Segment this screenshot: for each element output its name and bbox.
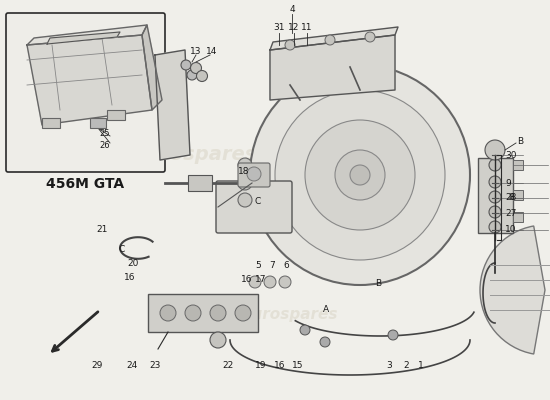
Text: 9: 9 — [505, 178, 511, 188]
Text: 31: 31 — [273, 24, 285, 32]
Text: 17: 17 — [255, 276, 267, 284]
Circle shape — [489, 191, 501, 203]
Text: eurospares: eurospares — [242, 308, 338, 322]
Text: B: B — [517, 136, 523, 146]
Text: C: C — [119, 246, 125, 254]
Text: 24: 24 — [126, 360, 138, 370]
Text: 11: 11 — [301, 24, 313, 32]
Text: 29: 29 — [91, 360, 103, 370]
Bar — [107, 110, 125, 120]
Circle shape — [181, 60, 191, 70]
Text: eurospares: eurospares — [133, 146, 257, 164]
Circle shape — [350, 165, 370, 185]
Text: 15: 15 — [292, 360, 304, 370]
Circle shape — [335, 150, 385, 200]
Polygon shape — [270, 35, 395, 100]
Bar — [90, 118, 106, 128]
Text: 3: 3 — [386, 360, 392, 370]
Bar — [42, 118, 60, 128]
Text: 20: 20 — [127, 258, 139, 268]
Bar — [513, 212, 523, 222]
Circle shape — [489, 206, 501, 218]
Text: eurospares: eurospares — [303, 220, 427, 240]
Circle shape — [187, 70, 197, 80]
Circle shape — [235, 305, 251, 321]
Polygon shape — [27, 35, 152, 125]
Polygon shape — [47, 32, 120, 44]
Circle shape — [160, 305, 176, 321]
Text: C: C — [255, 198, 261, 206]
Polygon shape — [155, 50, 190, 160]
Wedge shape — [480, 226, 545, 354]
Text: 6: 6 — [283, 260, 289, 270]
Circle shape — [264, 276, 276, 288]
Circle shape — [250, 65, 470, 285]
Text: 27: 27 — [505, 208, 516, 218]
Text: 12: 12 — [288, 24, 300, 32]
Circle shape — [365, 32, 375, 42]
Circle shape — [279, 276, 291, 288]
Bar — [478, 158, 513, 233]
Text: 19: 19 — [255, 360, 267, 370]
Bar — [513, 190, 523, 200]
Text: 30: 30 — [505, 150, 516, 160]
Text: 26: 26 — [100, 140, 111, 150]
Text: 22: 22 — [222, 360, 234, 370]
Text: 16: 16 — [124, 274, 136, 282]
Circle shape — [275, 90, 445, 260]
Text: 18: 18 — [238, 166, 250, 176]
Text: 10: 10 — [505, 226, 516, 234]
Circle shape — [305, 120, 415, 230]
Circle shape — [238, 193, 252, 207]
Circle shape — [249, 276, 261, 288]
Circle shape — [190, 62, 201, 74]
Polygon shape — [270, 27, 398, 50]
Circle shape — [489, 221, 501, 233]
Bar — [513, 160, 523, 170]
Text: 23: 23 — [149, 360, 161, 370]
FancyBboxPatch shape — [6, 13, 165, 172]
Text: 21: 21 — [96, 226, 108, 234]
Text: 1: 1 — [418, 360, 424, 370]
Polygon shape — [142, 25, 162, 110]
Text: 2: 2 — [403, 360, 409, 370]
Circle shape — [238, 158, 252, 172]
Text: 8: 8 — [508, 192, 514, 202]
Text: B: B — [375, 278, 381, 288]
Circle shape — [320, 337, 330, 347]
Text: 7: 7 — [269, 260, 275, 270]
Text: 5: 5 — [255, 260, 261, 270]
Text: 16: 16 — [241, 276, 253, 284]
Text: A: A — [323, 306, 329, 314]
Circle shape — [185, 305, 201, 321]
Text: 14: 14 — [206, 48, 218, 56]
Text: 456M GTA: 456M GTA — [46, 177, 124, 191]
Circle shape — [489, 159, 501, 171]
Text: 4: 4 — [289, 6, 295, 14]
Text: 16: 16 — [274, 360, 286, 370]
Circle shape — [300, 325, 310, 335]
Circle shape — [285, 40, 295, 50]
Text: 25: 25 — [100, 128, 110, 138]
Circle shape — [388, 330, 398, 340]
Polygon shape — [27, 25, 147, 45]
FancyBboxPatch shape — [238, 163, 270, 187]
FancyBboxPatch shape — [216, 181, 292, 233]
Circle shape — [210, 332, 226, 348]
Circle shape — [485, 140, 505, 160]
Bar — [148, 294, 258, 332]
Circle shape — [210, 305, 226, 321]
Circle shape — [196, 70, 207, 82]
Circle shape — [489, 176, 501, 188]
Text: 28: 28 — [505, 194, 516, 202]
Circle shape — [238, 176, 252, 190]
Text: 13: 13 — [190, 48, 202, 56]
Circle shape — [325, 35, 335, 45]
Circle shape — [247, 167, 261, 181]
Bar — [188, 175, 212, 191]
